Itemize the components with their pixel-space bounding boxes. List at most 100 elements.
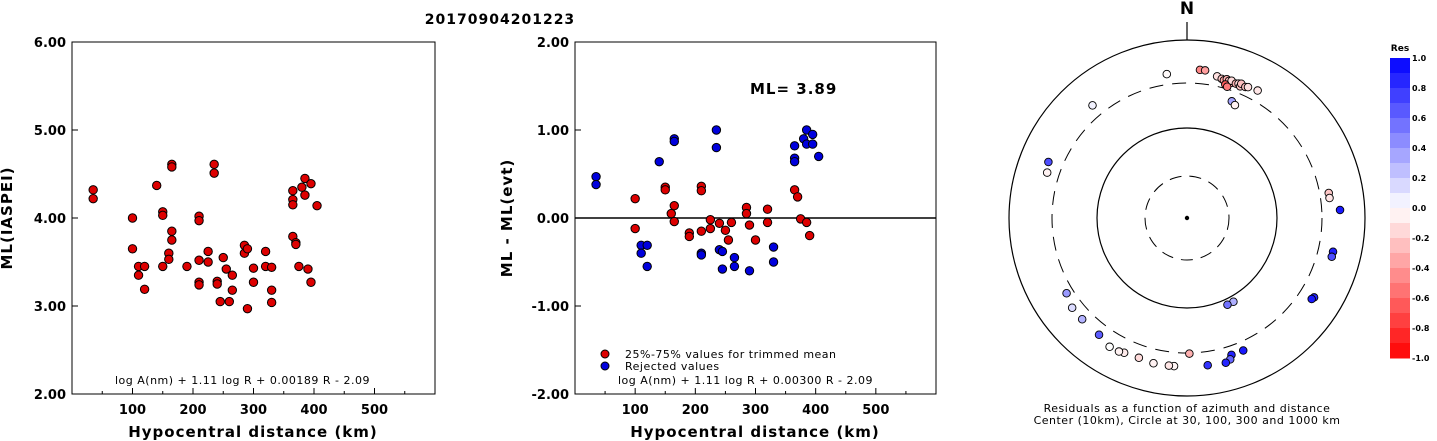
data-point — [242, 244, 253, 254]
data-point — [684, 231, 695, 242]
data-point — [152, 180, 162, 191]
data-point — [750, 235, 761, 245]
colorbar-cell — [1390, 238, 1410, 254]
data-point — [203, 246, 213, 257]
colorbar-cell — [1390, 268, 1410, 284]
panel2-formula: log A(nm) + 1.11 log R + 0.00300 R - 2.0… — [618, 374, 873, 387]
station-point — [1044, 157, 1053, 167]
station-point — [1325, 193, 1334, 203]
data-point — [288, 200, 298, 210]
panel2-x-tick-label: 500 — [862, 403, 889, 418]
data-point — [88, 185, 98, 195]
station-point — [1253, 86, 1262, 95]
data-point — [642, 261, 652, 272]
data-point — [209, 168, 219, 178]
colorbar-cell — [1390, 253, 1410, 269]
panel1-x-tick-label: 500 — [361, 403, 388, 418]
data-point — [630, 223, 640, 234]
panel1-y-tick-label: 6.00 — [34, 36, 66, 51]
data-point — [139, 284, 150, 294]
data-point — [669, 136, 679, 147]
panel2-y-axis-label: ML - ML(evt) — [498, 159, 516, 277]
data-point — [729, 252, 740, 263]
data-point — [717, 246, 728, 257]
ring-100km — [1096, 127, 1278, 309]
data-point — [792, 192, 803, 202]
station-point — [1185, 349, 1194, 358]
station-point — [1230, 100, 1240, 110]
colorbar-tick-label: -1.0 — [1412, 354, 1430, 363]
colorbar-tick-label: -0.6 — [1412, 294, 1430, 303]
station-point — [1134, 353, 1144, 363]
panel1-y-tick-label: 4.00 — [34, 212, 66, 227]
colorbar-cell — [1390, 163, 1410, 179]
panel2-x-axis-label: Hypocentral distance (km) — [630, 423, 880, 441]
panel2-x-tick-label: 200 — [682, 403, 709, 418]
panel1-x-tick-label: 200 — [179, 403, 206, 418]
legend-label-rejected: Rejected values — [625, 360, 720, 373]
chart-title: 20170904201223 — [425, 12, 575, 28]
station-point — [1088, 101, 1097, 110]
station-point — [1162, 69, 1172, 79]
colorbar-cell — [1390, 148, 1410, 164]
panel2-y-tick-label: -2.00 — [532, 388, 569, 403]
panel2-y-tick-label: -1.00 — [532, 300, 569, 315]
data-point — [242, 303, 253, 314]
data-point — [194, 255, 204, 265]
station-point — [1094, 330, 1104, 339]
colorbar-cell — [1390, 133, 1410, 149]
colorbar-cell — [1390, 178, 1410, 194]
legend-label-trimmed: 25%-75% values for trimmed mean — [625, 348, 837, 361]
colorbar-tick-label: -0.4 — [1412, 264, 1430, 273]
data-point — [807, 129, 818, 140]
data-point — [266, 297, 277, 308]
station-point — [1105, 342, 1114, 352]
data-point — [167, 226, 177, 236]
data-point — [636, 248, 646, 258]
polar-caption-line2: Center (10km), Circle at 30, 100, 300 an… — [1034, 414, 1341, 427]
station-point — [1221, 358, 1231, 368]
data-point — [127, 213, 138, 223]
data-point — [789, 141, 800, 151]
panel1-x-axis-label: Hypocentral distance (km) — [128, 423, 378, 441]
station-point — [1238, 346, 1248, 355]
colorbar-cell — [1390, 328, 1410, 344]
panel2-points — [591, 125, 824, 276]
panel1-frame — [71, 41, 436, 395]
data-point — [726, 217, 737, 228]
data-point — [291, 239, 301, 250]
colorbar-cell — [1390, 223, 1410, 239]
data-point — [741, 208, 752, 219]
polar-stations — [1042, 65, 1345, 371]
data-point — [182, 261, 192, 272]
colorbar-cell — [1390, 298, 1410, 314]
data-point — [717, 264, 728, 274]
panel1-formula: log A(nm) + 1.11 log R + 0.00189 R - 2.0… — [115, 374, 370, 387]
data-point — [194, 215, 204, 226]
data-point — [164, 254, 174, 265]
panel1-y-tick-label: 3.00 — [34, 300, 66, 315]
ring-30km — [1144, 175, 1230, 261]
panel2-x-tick-label: 400 — [802, 403, 829, 418]
station-point — [1243, 82, 1253, 92]
station-point — [1203, 360, 1212, 370]
data-point — [294, 261, 304, 272]
data-point — [88, 193, 98, 204]
data-point — [705, 223, 716, 234]
station-point — [1114, 347, 1124, 356]
panel1-x-tick-label: 100 — [119, 403, 146, 418]
data-point — [744, 220, 755, 230]
legend-marker-rejected — [600, 361, 610, 371]
panel1-axis-ticks: 100 200 300 400 500 2.00 3.00 4.00 5.00 6.00 — [34, 36, 406, 418]
data-point — [666, 208, 676, 219]
data-point — [804, 230, 815, 241]
data-point — [729, 261, 740, 272]
panel-ml-iaspei: Hypocentral distance (km) ML(IASPEI) log… — [0, 36, 436, 441]
colorbar-tick-label: 0.2 — [1412, 174, 1426, 183]
data-point — [696, 226, 707, 236]
colorbar-cell — [1390, 283, 1410, 299]
data-point — [807, 139, 818, 149]
data-point — [744, 266, 755, 276]
data-point — [127, 244, 138, 254]
